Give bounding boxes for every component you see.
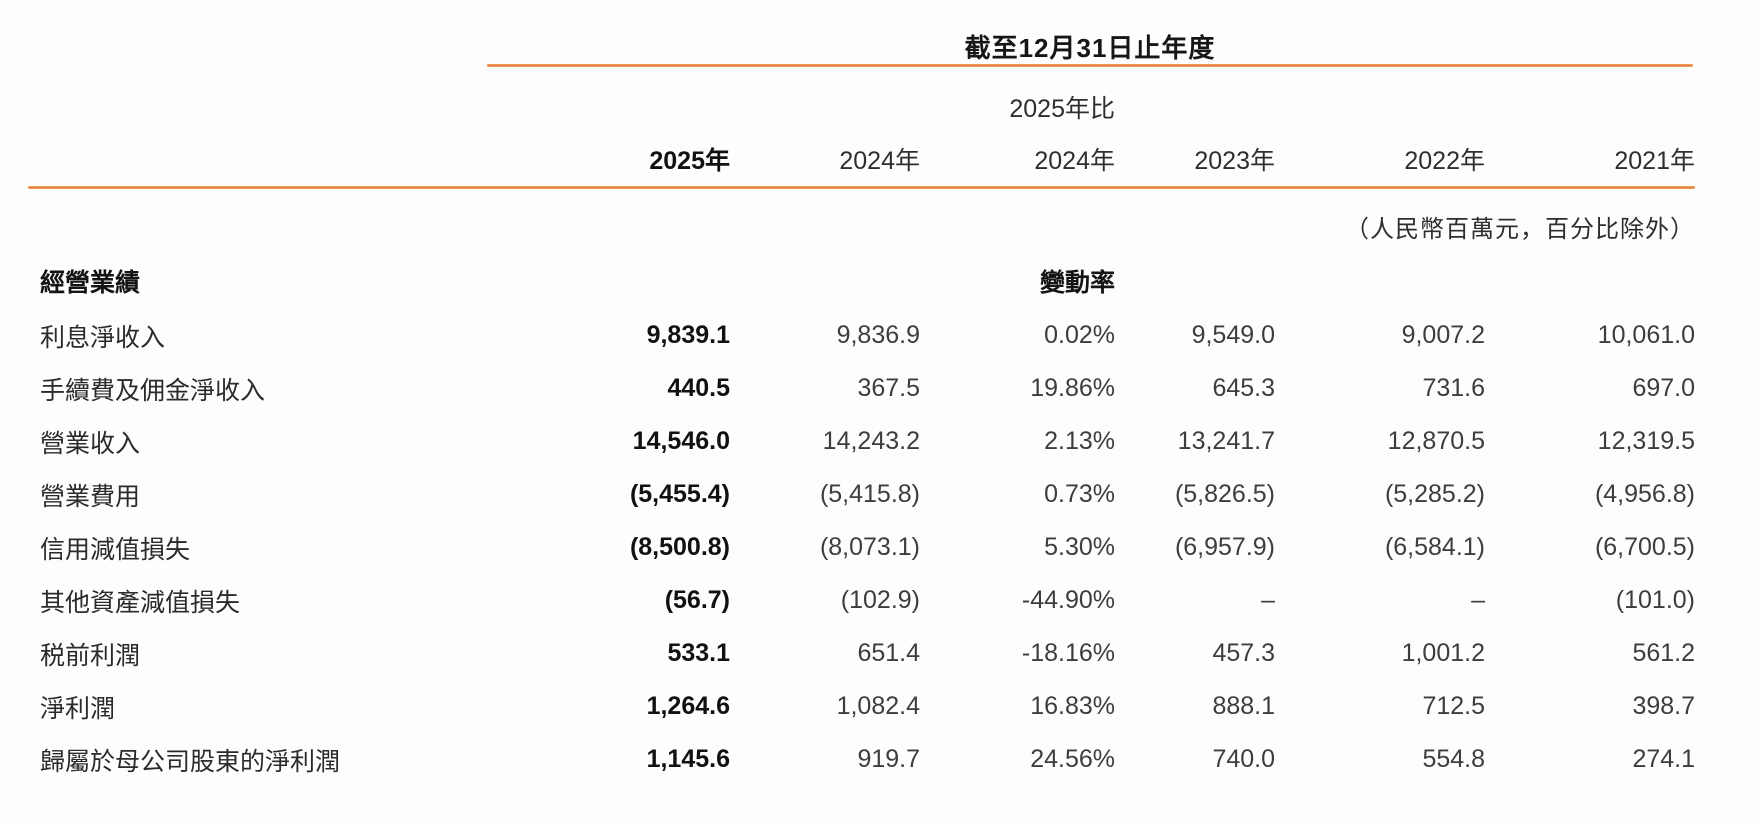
col-header-2021: 2021年	[1614, 146, 1695, 175]
year-header-row: 2025年 2024年 2024年 2023年 2022年 2021年	[0, 132, 1758, 185]
section-header-row: 經營業績 變動率	[0, 254, 1758, 307]
change-header-row: 2025年比	[0, 80, 1758, 133]
cell-change: 24.56%	[1030, 745, 1115, 773]
table-row: 營業收入 14,546.0 14,243.2 2.13% 13,241.7 12…	[0, 415, 1758, 468]
cell-2022: (6,584.1)	[1384, 533, 1485, 561]
change-rate-label: 變動率	[1039, 268, 1115, 297]
cell-2023: 457.3	[1212, 639, 1275, 667]
cell-label: 手續費及佣金淨收入	[40, 376, 266, 405]
cell-2023: (6,957.9)	[1174, 533, 1275, 561]
cell-2022: (5,285.2)	[1384, 480, 1485, 508]
cell-2021: (6,700.5)	[1594, 533, 1695, 561]
table-row: 營業費用 (5,455.4) (5,415.8) 0.73% (5,826.5)…	[0, 468, 1758, 521]
cell-2025: 9,839.1	[646, 321, 730, 349]
cell-2025: (5,455.4)	[629, 480, 730, 508]
cell-2021: 398.7	[1632, 692, 1695, 720]
cell-change: -44.90%	[1021, 586, 1115, 614]
cell-label: 信用減值損失	[40, 535, 191, 564]
cell-2021: 697.0	[1632, 374, 1695, 402]
cell-2024: 651.4	[857, 639, 920, 667]
col-header-2024: 2024年	[839, 146, 920, 175]
cell-2024: (8,073.1)	[819, 533, 920, 561]
cell-2021: 274.1	[1632, 745, 1695, 773]
cell-change: 0.02%	[1044, 321, 1115, 349]
cell-2023: –	[1261, 586, 1275, 614]
cell-2022: 731.6	[1422, 374, 1485, 402]
cell-2022: 9,007.2	[1401, 321, 1485, 349]
table-row: 信用減值損失 (8,500.8) (8,073.1) 5.30% (6,957.…	[0, 521, 1758, 574]
accent-divider-top	[487, 64, 1693, 67]
section-label: 經營業績	[40, 268, 141, 297]
cell-change: 0.73%	[1044, 480, 1115, 508]
cell-2025: 1,145.6	[646, 745, 730, 773]
cell-label: 淨利潤	[40, 694, 116, 723]
cell-2025: 1,264.6	[646, 692, 730, 720]
cell-change: 16.83%	[1030, 692, 1115, 720]
cell-2023: 740.0	[1212, 745, 1275, 773]
cell-2021: 10,061.0	[1597, 321, 1695, 349]
cell-label: 利息淨收入	[40, 323, 166, 352]
cell-change: 2.13%	[1044, 427, 1115, 455]
cell-2023: 9,549.0	[1191, 321, 1275, 349]
cell-2022: –	[1471, 586, 1485, 614]
cell-label: 歸屬於母公司股東的淨利潤	[40, 747, 341, 776]
table-row: 淨利潤 1,264.6 1,082.4 16.83% 888.1 712.5 3…	[0, 680, 1758, 733]
cell-label: 税前利潤	[40, 641, 141, 670]
cell-2023: (5,826.5)	[1174, 480, 1275, 508]
table-row: 利息淨收入 9,839.1 9,836.9 0.02% 9,549.0 9,00…	[0, 309, 1758, 362]
cell-2025: (56.7)	[664, 586, 730, 614]
cell-label: 營業費用	[40, 482, 141, 511]
table-row: 税前利潤 533.1 651.4 -18.16% 457.3 1,001.2 5…	[0, 627, 1758, 680]
cell-2024: (5,415.8)	[819, 480, 920, 508]
cell-2022: 1,001.2	[1401, 639, 1485, 667]
cell-label: 營業收入	[40, 429, 141, 458]
cell-2022: 712.5	[1422, 692, 1485, 720]
cell-change: 5.30%	[1044, 533, 1115, 561]
cell-2023: 13,241.7	[1177, 427, 1275, 455]
cell-change: -18.16%	[1021, 639, 1115, 667]
col-header-2022: 2022年	[1404, 146, 1485, 175]
cell-label: 其他資產減值損失	[40, 588, 241, 617]
cell-2021: (101.0)	[1615, 586, 1695, 614]
cell-2023: 645.3	[1212, 374, 1275, 402]
cell-2021: (4,956.8)	[1594, 480, 1695, 508]
unit-note-row: （人民幣百萬元，百分比除外）	[0, 200, 1758, 253]
cell-2021: 12,319.5	[1597, 427, 1695, 455]
cell-2025: 440.5	[667, 374, 730, 402]
unit-note: （人民幣百萬元，百分比除外）	[1345, 216, 1695, 243]
table-row: 歸屬於母公司股東的淨利潤 1,145.6 919.7 24.56% 740.0 …	[0, 733, 1758, 786]
cell-2024: 1,082.4	[836, 692, 920, 720]
table-row: 手續費及佣金淨收入 440.5 367.5 19.86% 645.3 731.6…	[0, 362, 1758, 415]
cell-2024: 9,836.9	[836, 321, 920, 349]
period-header: 截至12月31日止年度	[964, 33, 1216, 63]
col-header-2023: 2023年	[1194, 146, 1275, 175]
cell-2025: (8,500.8)	[629, 533, 730, 561]
cell-2022: 12,870.5	[1387, 427, 1485, 455]
cell-2022: 554.8	[1422, 745, 1485, 773]
cell-2023: 888.1	[1212, 692, 1275, 720]
col-header-change: 2024年	[1034, 146, 1115, 175]
cell-2024: (102.9)	[840, 586, 920, 614]
cell-2021: 561.2	[1632, 639, 1695, 667]
cell-2024: 367.5	[857, 374, 920, 402]
cell-2024: 919.7	[857, 745, 920, 773]
accent-divider-mid	[28, 186, 1695, 189]
change-header-top: 2025年比	[1009, 94, 1115, 123]
cell-2025: 533.1	[667, 639, 730, 667]
col-header-2025: 2025年	[649, 146, 730, 175]
table-row: 其他資產減值損失 (56.7) (102.9) -44.90% – – (101…	[0, 574, 1758, 627]
cell-2025: 14,546.0	[632, 427, 730, 455]
cell-2024: 14,243.2	[822, 427, 920, 455]
cell-change: 19.86%	[1030, 374, 1115, 402]
